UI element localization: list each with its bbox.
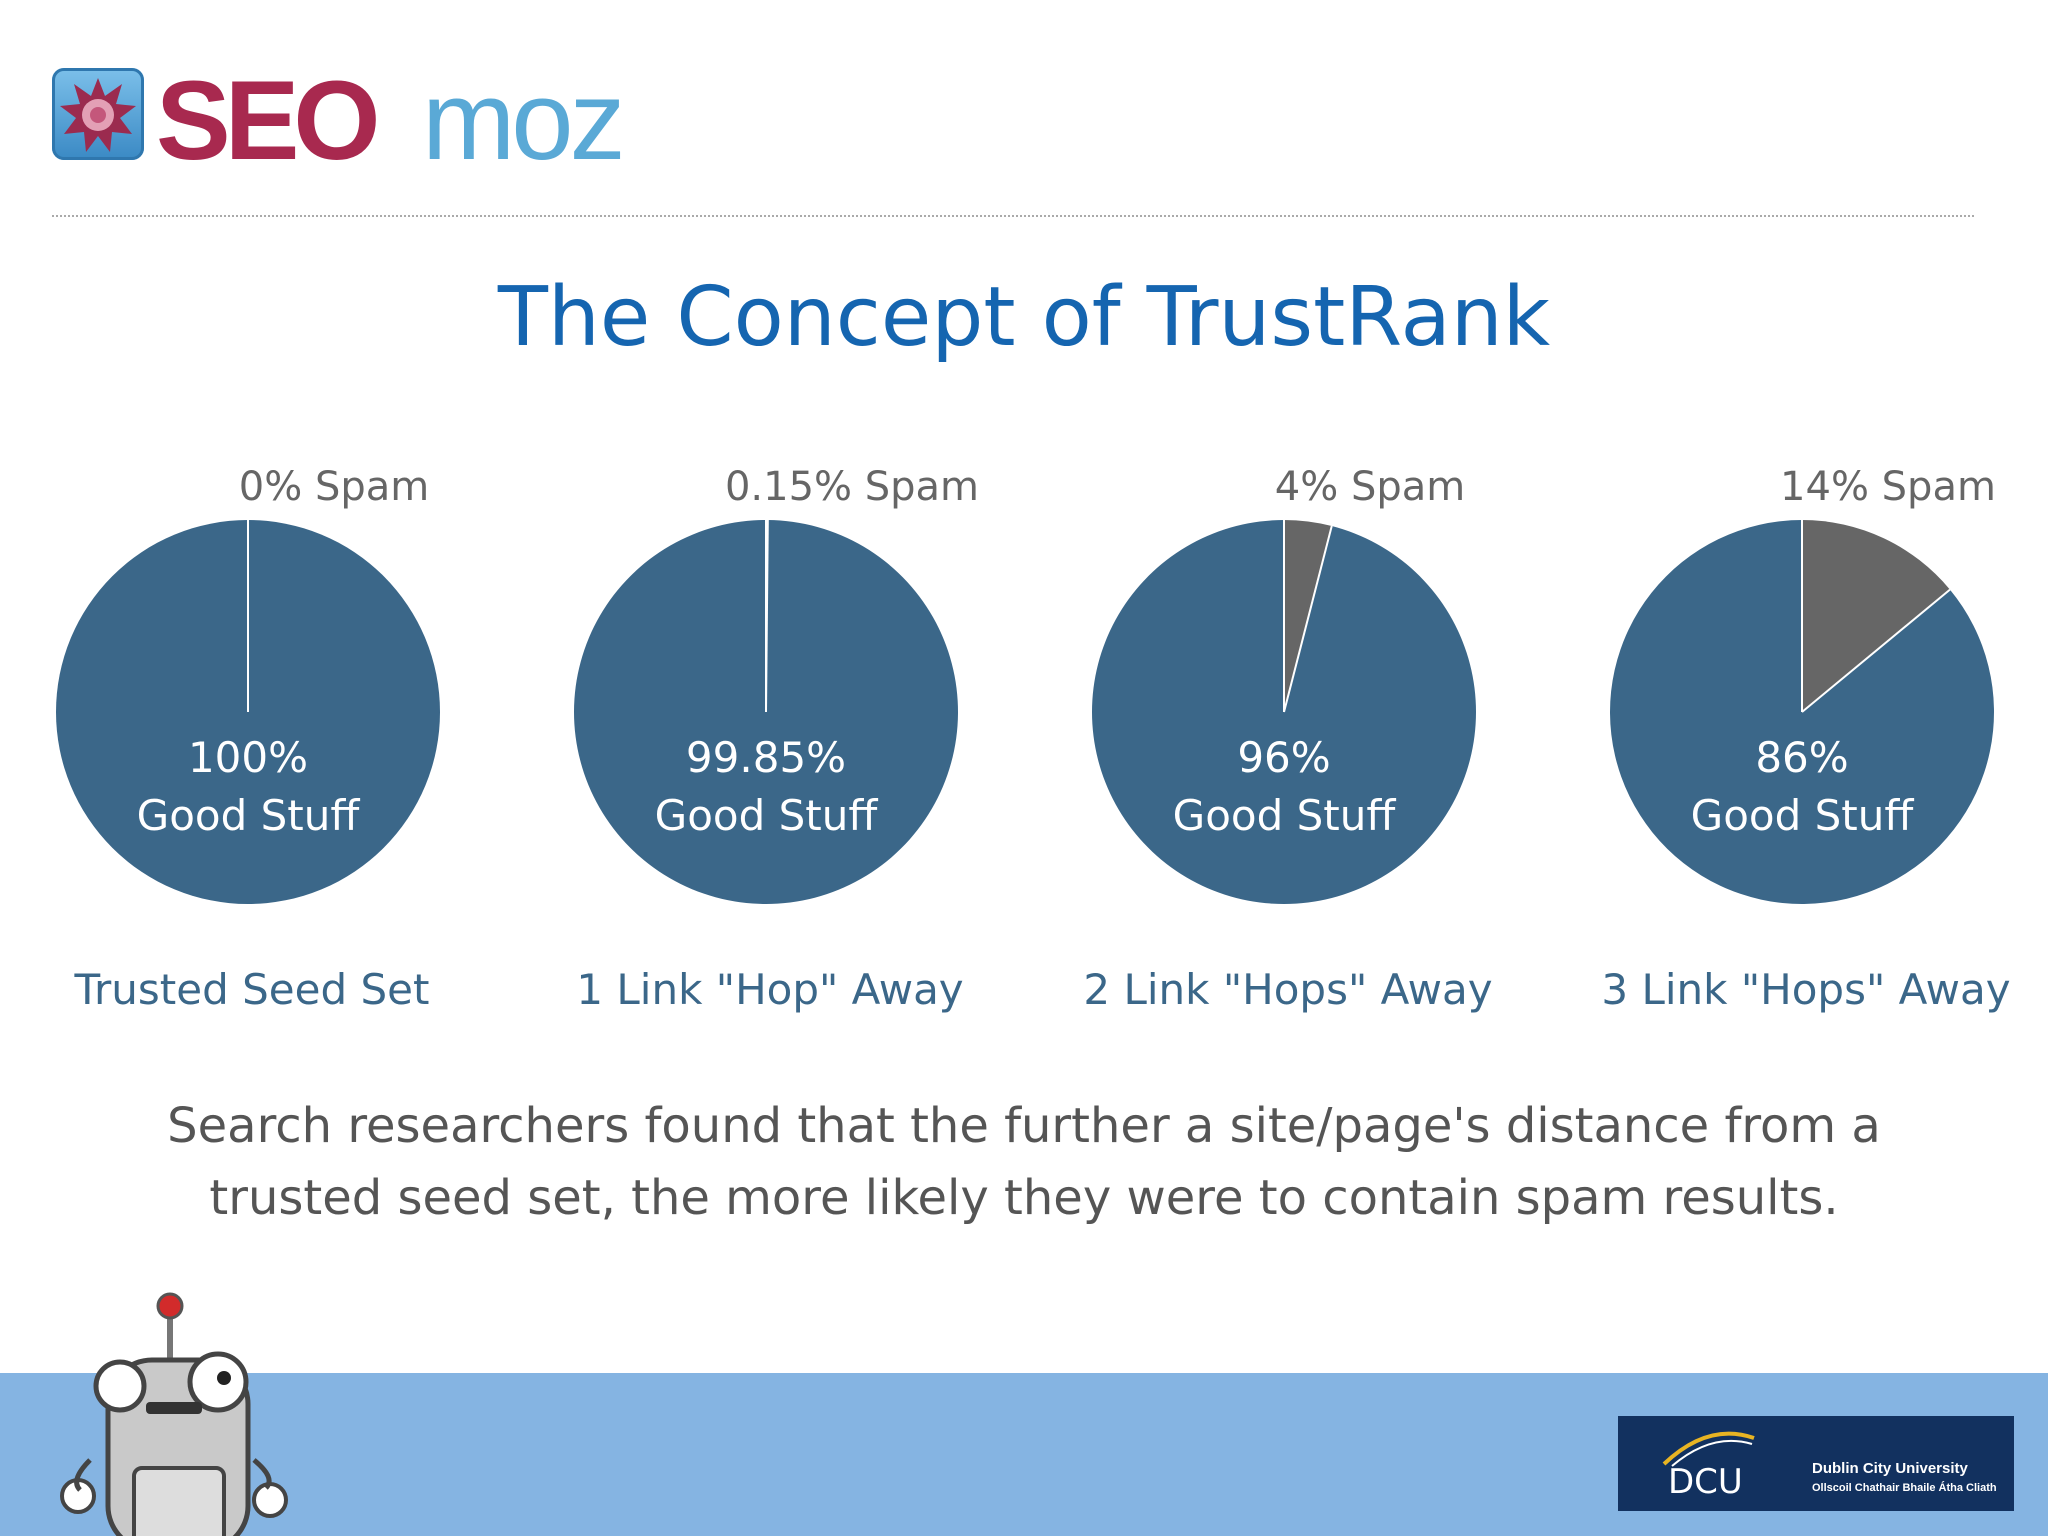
caption-line-2: trusted seed set, the more likely they w… bbox=[209, 1170, 1839, 1226]
good-label-2-line-1: 99.85% bbox=[686, 733, 846, 782]
good-label-4-line-2: Good Stuff bbox=[1691, 791, 1915, 840]
dcu-swoosh-icon bbox=[1662, 1431, 1755, 1467]
pie-caption-1: Trusted Seed Set bbox=[74, 965, 430, 1014]
dcu-irish-name-text: Ollscoil Chathair Bhaile Átha Cliath bbox=[1812, 1482, 1997, 1494]
caption-line-1: Search researchers found that the furthe… bbox=[167, 1098, 1881, 1154]
pie-caption-4: 3 Link "Hops" Away bbox=[1601, 965, 2010, 1014]
slide-title: The Concept of TrustRank bbox=[497, 270, 1551, 365]
pie-caption-3: 2 Link "Hops" Away bbox=[1083, 965, 1492, 1014]
good-label-4-line-1: 86% bbox=[1755, 733, 1848, 782]
pie-caption-2: 1 Link "Hop" Away bbox=[576, 965, 963, 1014]
pie-divider-spam-2 bbox=[765, 519, 769, 713]
good-label-1-line-2: Good Stuff bbox=[137, 791, 361, 840]
pie-slice-spam-4 bbox=[1802, 520, 1950, 712]
good-label-3-line-2: Good Stuff bbox=[1173, 791, 1397, 840]
pie-divider-spam-4 bbox=[1801, 588, 1951, 713]
spam-label-3: 4% Spam bbox=[1275, 464, 1465, 510]
slide-caption: Search researchers found that the furthe… bbox=[60, 1090, 1988, 1234]
logo-seo-text: SEO bbox=[156, 58, 381, 183]
seomoz-badge-icon bbox=[52, 68, 144, 160]
good-label-3-line-1: 96% bbox=[1237, 733, 1330, 782]
dcu-mark-text: DCU bbox=[1668, 1462, 1743, 1502]
logo-moz-text: moz bbox=[422, 58, 626, 183]
roger-robot-mascot-icon bbox=[60, 1292, 288, 1536]
header-divider bbox=[52, 215, 1974, 217]
spam-label-2: 0.15% Spam bbox=[725, 464, 979, 510]
spam-label-1: 0% Spam bbox=[239, 464, 429, 510]
good-label-1-line-1: 100% bbox=[188, 733, 308, 782]
good-label-2-line-2: Good Stuff bbox=[655, 791, 879, 840]
pie-divider-spam-3 bbox=[1283, 525, 1333, 713]
dcu-name-text: Dublin City University bbox=[1812, 1460, 1968, 1477]
trustrank-pie-charts: 0% Spam 100% Good Stuff Trusted Seed Set 0.1… bbox=[56, 464, 2011, 1014]
spam-label-4: 14% Spam bbox=[1780, 464, 1996, 510]
dcu-logo: DCU Dublin City University Ollscoil Chat… bbox=[1618, 1416, 2014, 1511]
